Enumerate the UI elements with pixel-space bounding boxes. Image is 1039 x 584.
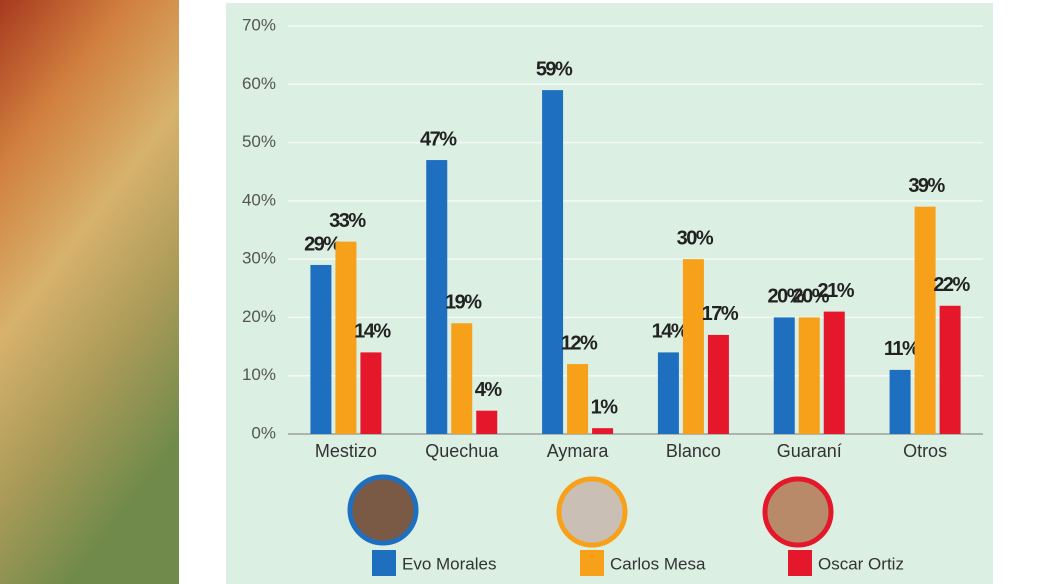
legend-label: Carlos Mesa [610,554,706,573]
y-tick-label: 10% [242,365,276,384]
value-label: 30% [677,227,714,249]
bar [310,264,332,434]
value-label: 1% [591,396,619,418]
y-tick-label: 20% [242,307,276,326]
bar [798,317,820,434]
bar [426,160,448,435]
y-tick-label: 40% [242,190,276,209]
portrait [556,476,628,548]
value-label: 33% [329,210,366,232]
value-label: 14% [354,321,391,343]
plot: 0% 10% 20% 30% 40% 50% 60% 70% Mestizo 29%33% 14% Q… [242,15,983,576]
value-label: 39% [908,175,945,197]
legend-swatch [372,550,396,576]
bar [567,364,589,434]
bar [476,410,498,434]
bar [707,334,729,434]
bar [592,428,614,434]
bar [360,352,382,434]
bar [914,206,936,434]
y-tick-label: 0% [251,423,276,442]
portrait [762,476,834,548]
value-label: 12% [561,332,598,354]
value-label: 20% [767,286,804,308]
value-label: 14% [652,321,689,343]
y-tick-label: 30% [242,249,276,268]
y-tick-label: 60% [242,74,276,93]
value-label: 59% [536,58,573,80]
bar [682,259,704,434]
value-label: 29% [304,233,341,255]
value-label: 11% [884,338,920,360]
x-tick-label: Otros [903,441,947,461]
value-label: 19% [445,292,482,314]
legend-label: Oscar Ortiz [818,554,904,573]
x-tick-label: Quechua [425,441,499,461]
value-label: 17% [702,303,739,325]
side-panel [0,0,179,584]
y-tick-label: 50% [242,132,276,151]
x-tick-label: Guaraní [777,441,842,461]
value-label: 21% [817,280,854,302]
portrait [347,474,419,546]
legend-swatch [788,550,812,576]
bar [657,352,679,434]
bar [773,317,795,434]
bar [889,369,911,434]
legend-label: Evo Morales [402,554,496,573]
x-tick-label: Blanco [666,441,721,461]
portraits [347,474,834,548]
value-label: 47% [420,128,457,150]
y-tick-label: 70% [242,15,276,34]
legend-swatch [580,550,604,576]
bar [823,311,845,434]
bar [451,323,473,434]
value-label: 4% [475,379,503,401]
x-tick-label: Aymara [547,441,610,461]
value-label: 22% [933,274,970,296]
value-label: 20% [792,286,829,308]
bar [939,305,961,434]
x-tick-label: Mestizo [315,441,377,461]
bar [542,90,564,434]
bar [335,241,357,434]
